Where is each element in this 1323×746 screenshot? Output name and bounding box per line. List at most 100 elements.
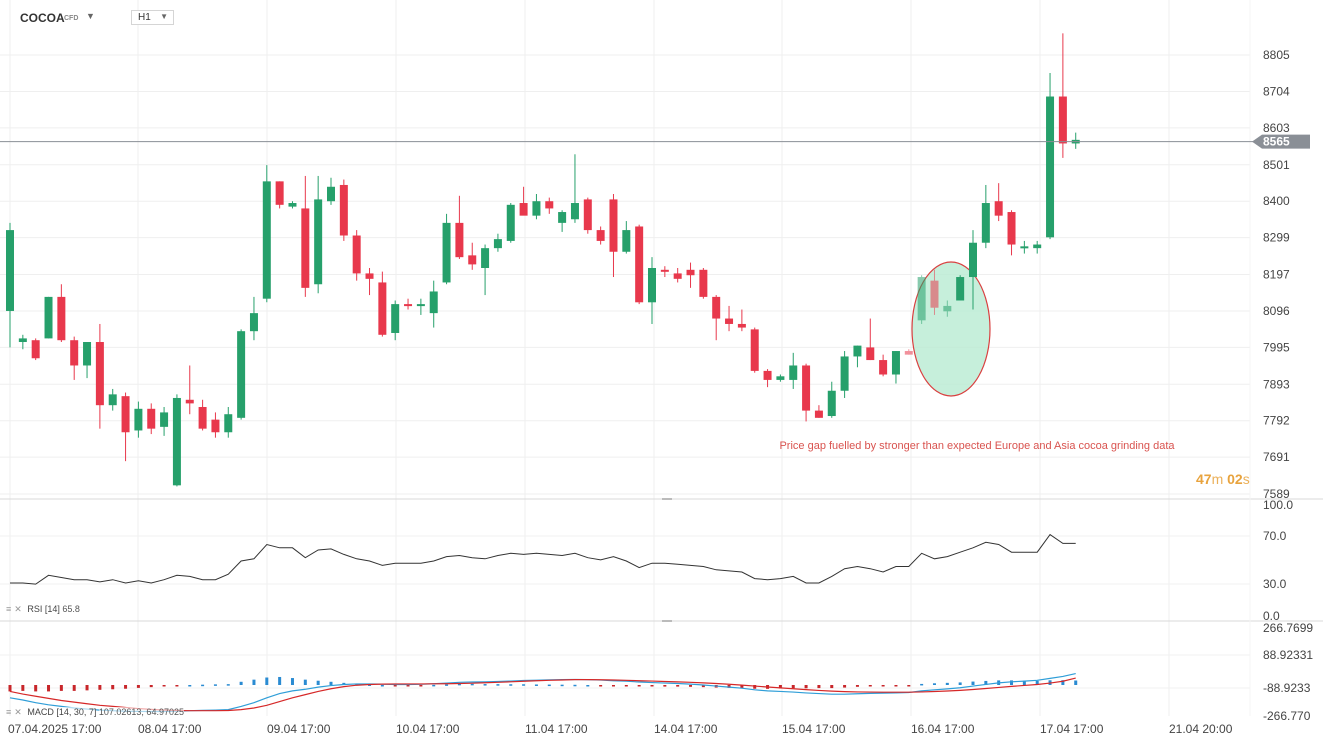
macd-histogram-bar bbox=[830, 685, 834, 689]
candle-body bbox=[301, 208, 310, 288]
candle bbox=[506, 203, 515, 243]
candle-body bbox=[6, 230, 14, 311]
macd-histogram-bar bbox=[201, 684, 205, 687]
macd-histogram-bar bbox=[753, 685, 757, 689]
macd-histogram-bar bbox=[8, 685, 12, 692]
macd-histogram-bar bbox=[611, 685, 615, 687]
macd-histogram-bar bbox=[162, 685, 166, 687]
candle-body bbox=[352, 235, 361, 274]
candle bbox=[275, 181, 284, 209]
candle-body bbox=[1007, 212, 1016, 245]
macd-histogram-bar bbox=[290, 678, 294, 685]
time-tick-label: 11.04 17:00 bbox=[525, 722, 588, 736]
candle bbox=[352, 230, 361, 281]
candle bbox=[44, 296, 53, 339]
time-tick-label: 16.04 17:00 bbox=[911, 722, 975, 736]
candle bbox=[660, 266, 669, 278]
candle bbox=[814, 405, 823, 418]
macd-histogram-bar bbox=[59, 685, 63, 691]
candle-body bbox=[609, 199, 618, 252]
time-tick-label: 08.04 17:00 bbox=[138, 722, 202, 736]
candle-body bbox=[660, 269, 669, 272]
rsi-line bbox=[10, 533, 1076, 585]
candle bbox=[288, 201, 297, 209]
candle-body bbox=[1020, 246, 1029, 249]
macd-histogram-bar bbox=[855, 685, 859, 687]
candle-body bbox=[686, 269, 695, 276]
price-tick-label: 7792 bbox=[1263, 414, 1290, 428]
candle bbox=[1033, 240, 1042, 254]
candle bbox=[648, 257, 656, 324]
macd-histogram-bar bbox=[393, 685, 397, 687]
macd-histogram-bar bbox=[740, 685, 744, 689]
candle bbox=[378, 271, 387, 337]
candle bbox=[391, 300, 400, 341]
candle bbox=[185, 365, 194, 415]
candle bbox=[1071, 132, 1080, 149]
macd-histogram-bar bbox=[470, 683, 474, 686]
candle bbox=[95, 323, 104, 429]
macd-histogram-bar bbox=[958, 682, 962, 685]
candle bbox=[249, 296, 258, 341]
price-tick-label: 8501 bbox=[1263, 158, 1290, 172]
candle bbox=[622, 221, 631, 254]
candle bbox=[532, 193, 541, 220]
candle bbox=[558, 210, 567, 232]
macd-histogram-bar bbox=[599, 685, 603, 687]
candle-body bbox=[827, 390, 836, 417]
candle-body bbox=[31, 340, 40, 359]
candle bbox=[596, 226, 605, 245]
grid-lines bbox=[0, 0, 1250, 716]
indicator-settings-icon[interactable]: ≡ bbox=[6, 707, 12, 717]
candle bbox=[83, 342, 92, 379]
candle-body bbox=[699, 269, 708, 297]
macd-histogram-bar bbox=[547, 684, 551, 687]
candle bbox=[737, 309, 746, 332]
countdown-minutes-unit: m bbox=[1211, 471, 1224, 487]
candle bbox=[108, 388, 117, 411]
symbol-name[interactable]: COCOA bbox=[20, 11, 65, 25]
candle bbox=[994, 183, 1003, 222]
candle-body bbox=[1033, 244, 1042, 249]
rsi-tick-label: 70.0 bbox=[1263, 529, 1287, 543]
price-tick-label: 7691 bbox=[1263, 450, 1290, 464]
candle-body bbox=[789, 365, 798, 380]
chevron-down-icon: ▼ bbox=[160, 12, 168, 21]
close-icon[interactable]: ✕ bbox=[14, 604, 22, 614]
close-icon[interactable]: ✕ bbox=[14, 707, 22, 717]
candle-body bbox=[583, 199, 592, 231]
timeframe-select[interactable]: H1 ▼ bbox=[131, 10, 174, 25]
candle-body bbox=[635, 226, 644, 303]
macd-histogram-bar bbox=[445, 684, 449, 686]
indicator-settings-icon[interactable]: ≡ bbox=[6, 604, 12, 614]
candle bbox=[121, 392, 130, 462]
macd-histogram-bar bbox=[1010, 680, 1014, 685]
symbol-type: CFD bbox=[64, 15, 79, 22]
candle bbox=[917, 275, 926, 324]
macd-histogram-bar bbox=[1074, 680, 1078, 685]
macd-histogram-bar bbox=[265, 677, 269, 685]
candle bbox=[789, 352, 798, 389]
macd-histogram-bar bbox=[496, 684, 500, 686]
macd-histogram-bar bbox=[663, 685, 667, 687]
macd-histogram-bar bbox=[920, 683, 924, 686]
candle bbox=[224, 406, 233, 438]
candle-body bbox=[83, 342, 92, 366]
macd-name: MACD bbox=[27, 707, 54, 717]
macd-pane: 266.7699 88.92331 -88.9233 -266.770 bbox=[8, 621, 1313, 723]
macd-histogram-bar bbox=[303, 679, 307, 685]
macd-histogram-bar bbox=[868, 685, 872, 687]
macd-values: 107.02613, 64.97025 bbox=[98, 707, 184, 717]
candle bbox=[969, 230, 977, 310]
candle-body bbox=[44, 296, 53, 339]
rsi-legend: ≡ ✕ RSI [14] 65.8 bbox=[6, 604, 80, 615]
candle-body bbox=[224, 414, 233, 433]
symbol-dropdown-icon[interactable]: ▼ bbox=[86, 11, 95, 21]
candle bbox=[879, 354, 888, 377]
candle bbox=[686, 262, 695, 288]
candle bbox=[455, 195, 464, 259]
candle bbox=[930, 269, 939, 315]
candle-body bbox=[211, 419, 220, 433]
candle-body bbox=[442, 222, 451, 283]
pane-separators bbox=[0, 0, 1323, 716]
